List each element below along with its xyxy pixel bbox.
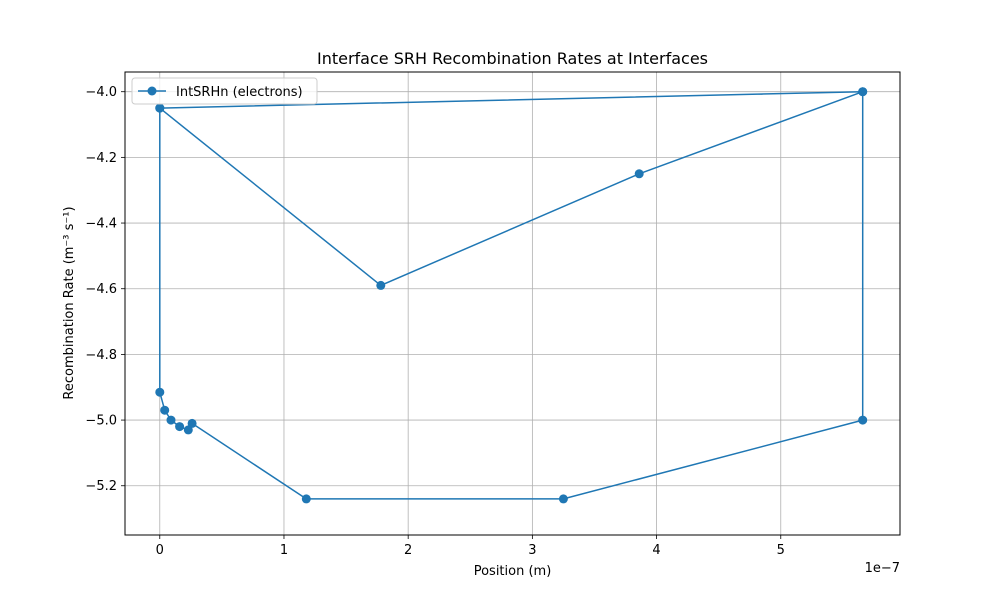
legend-label: IntSRHn (electrons): [176, 85, 303, 100]
y-tick-label: −4.8: [85, 348, 117, 363]
x-tick-label: 5: [777, 543, 785, 558]
data-point: [376, 280, 386, 290]
data-point: [175, 422, 185, 432]
plot-data: [155, 87, 868, 504]
y-tick-label: −5.2: [85, 479, 117, 494]
legend-box: [131, 77, 318, 105]
data-point: [187, 418, 197, 428]
data-point: [183, 425, 193, 435]
y-tick-label: −4.2: [85, 151, 117, 166]
data-point: [634, 169, 644, 179]
grid: [125, 72, 900, 535]
y-tick-label: −4.0: [85, 85, 117, 100]
y-tick-label: −4.6: [85, 282, 117, 297]
data-point: [160, 405, 170, 415]
data-point: [301, 494, 311, 504]
chart-title: Interface SRH Recombination Rates at Int…: [317, 49, 708, 68]
x-tick-label: 4: [652, 543, 660, 558]
data-point: [558, 494, 568, 504]
x-tick-label: 2: [404, 543, 412, 558]
axis-ticks: 0 1 2 3 4 5 −5.2 −5.0 −4.8 −4.6 −4.4 −4.2 −4.0: [85, 85, 784, 558]
data-point: [155, 387, 165, 397]
data-point: [166, 415, 176, 425]
x-tick-label: 0: [156, 543, 164, 558]
x-axis-label: Position (m): [474, 564, 552, 579]
x-tick-label: 1: [280, 543, 288, 558]
legend: IntSRHn (electrons): [131, 77, 318, 105]
y-tick-label: −5.0: [85, 414, 117, 429]
x-axis-offset-label: 1e−7: [865, 561, 900, 576]
axes-frame: [124, 71, 901, 536]
data-point: [858, 87, 868, 97]
data-point: [155, 103, 165, 113]
data-point: [858, 415, 868, 425]
y-tick-label: −4.4: [85, 217, 117, 232]
y-axis-label: Recombination Rate (m⁻³ s⁻¹): [62, 206, 77, 399]
x-tick-label: 3: [528, 543, 536, 558]
legend-marker-swatch: [147, 86, 157, 96]
